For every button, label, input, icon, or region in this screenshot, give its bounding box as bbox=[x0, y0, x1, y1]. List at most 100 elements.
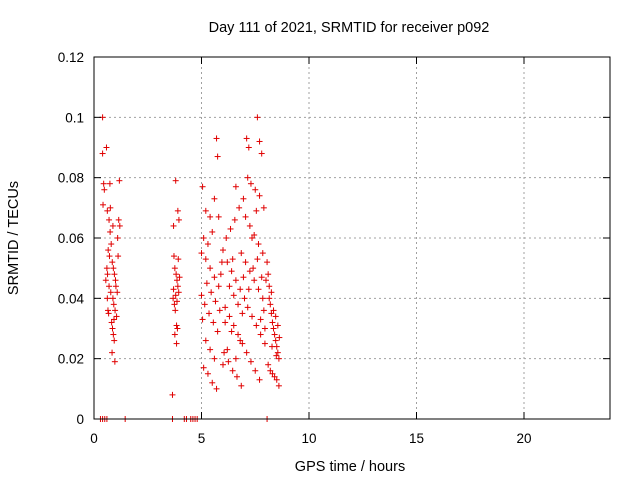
data-point bbox=[106, 283, 113, 290]
data-point bbox=[229, 256, 236, 263]
x-tick-label: 20 bbox=[516, 431, 531, 446]
chart-title: Day 111 of 2021, SRMTID for receiver p09… bbox=[209, 20, 490, 36]
data-point bbox=[257, 331, 264, 338]
data-point bbox=[221, 349, 228, 356]
data-point bbox=[223, 235, 230, 241]
data-point bbox=[220, 361, 226, 368]
data-point bbox=[226, 283, 233, 290]
data-point bbox=[110, 331, 117, 338]
data-point bbox=[257, 316, 264, 323]
data-point bbox=[174, 283, 181, 290]
data-point bbox=[109, 259, 116, 266]
x-axis-label: GPS time / hours bbox=[295, 459, 405, 475]
data-point bbox=[173, 340, 180, 347]
data-point bbox=[176, 274, 183, 281]
data-point bbox=[106, 216, 113, 223]
data-point bbox=[256, 192, 263, 199]
data-point bbox=[115, 216, 122, 223]
data-point bbox=[259, 295, 266, 302]
data-point bbox=[242, 213, 249, 220]
data-point bbox=[232, 277, 239, 284]
data-point bbox=[267, 301, 274, 308]
data-point bbox=[211, 195, 218, 202]
data-point bbox=[111, 337, 118, 344]
data-point bbox=[110, 265, 117, 272]
data-point bbox=[235, 301, 242, 308]
data-point bbox=[276, 334, 283, 341]
data-point bbox=[250, 265, 257, 272]
data-point bbox=[255, 286, 262, 293]
data-point bbox=[200, 235, 207, 241]
data-point bbox=[109, 325, 116, 332]
data-point bbox=[104, 207, 111, 214]
data-point bbox=[217, 271, 224, 278]
data-point bbox=[261, 325, 268, 332]
data-point bbox=[230, 292, 237, 299]
data-point bbox=[200, 364, 207, 371]
data-point bbox=[170, 295, 177, 302]
data-point bbox=[253, 322, 260, 329]
data-point bbox=[209, 379, 216, 386]
data-point bbox=[231, 216, 238, 223]
data-point bbox=[243, 349, 250, 356]
data-point bbox=[271, 373, 278, 380]
data-point bbox=[228, 268, 235, 275]
data-point bbox=[210, 319, 217, 326]
data-point bbox=[106, 180, 113, 187]
data-point bbox=[239, 310, 246, 317]
data-point bbox=[258, 274, 265, 281]
data-point bbox=[103, 265, 110, 272]
data-point bbox=[100, 180, 107, 187]
data-point bbox=[116, 177, 123, 184]
data-point bbox=[272, 337, 279, 344]
data-point bbox=[213, 135, 220, 142]
data-point bbox=[211, 274, 218, 281]
data-point bbox=[244, 174, 251, 181]
data-point bbox=[252, 186, 259, 193]
y-tick-label: 0.06 bbox=[58, 231, 84, 246]
data-point bbox=[258, 150, 265, 157]
data-point bbox=[269, 370, 276, 377]
data-point bbox=[222, 319, 229, 326]
data-point bbox=[251, 231, 258, 238]
data-point bbox=[244, 304, 251, 311]
data-point bbox=[260, 204, 267, 211]
data-point bbox=[173, 277, 180, 284]
axis-ticks: 0 5 10 15 20 0 0.02 0.04 0.06 0.08 0.1 0.12 bbox=[58, 50, 610, 446]
data-point bbox=[104, 295, 111, 302]
data-point bbox=[272, 313, 279, 320]
data-point bbox=[109, 222, 116, 229]
data-point bbox=[112, 277, 119, 284]
data-point bbox=[212, 298, 219, 305]
data-point bbox=[100, 201, 107, 208]
data-point bbox=[109, 295, 116, 302]
data-point bbox=[111, 358, 118, 365]
data-point bbox=[266, 283, 273, 290]
data-point bbox=[226, 313, 233, 320]
data-point bbox=[204, 370, 211, 377]
data-point bbox=[249, 313, 256, 320]
data-point bbox=[270, 307, 277, 314]
data-point bbox=[171, 301, 178, 308]
data-point bbox=[108, 241, 115, 248]
data-point bbox=[227, 225, 234, 232]
data-point bbox=[175, 256, 182, 263]
x-tick-label: 0 bbox=[90, 431, 98, 446]
data-point bbox=[115, 253, 122, 260]
data-point bbox=[207, 346, 214, 353]
data-point bbox=[246, 268, 253, 275]
data-point bbox=[104, 307, 111, 314]
data-point bbox=[254, 256, 261, 263]
data-point bbox=[112, 307, 119, 314]
data-point bbox=[203, 280, 210, 287]
data-point bbox=[202, 337, 209, 344]
data-point bbox=[249, 235, 256, 241]
data-point bbox=[174, 325, 181, 332]
data-point bbox=[215, 213, 222, 220]
data-point bbox=[170, 222, 177, 229]
x-tick-label: 10 bbox=[301, 431, 316, 446]
data-point bbox=[232, 183, 239, 190]
data-point bbox=[198, 250, 205, 257]
data-point bbox=[215, 283, 222, 290]
